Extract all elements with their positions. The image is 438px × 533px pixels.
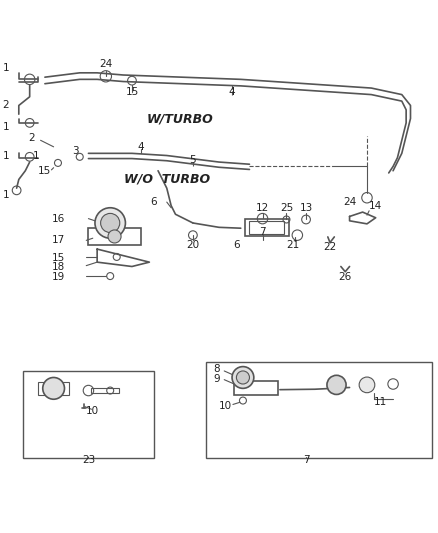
Bar — [206, 362, 432, 458]
Text: 1: 1 — [3, 150, 9, 160]
Text: 10: 10 — [219, 401, 232, 411]
Circle shape — [359, 377, 375, 393]
Text: 6: 6 — [233, 240, 240, 250]
Text: W/O  TURBO: W/O TURBO — [124, 173, 210, 186]
Circle shape — [95, 208, 125, 238]
Text: 7: 7 — [259, 227, 266, 237]
Bar — [88, 228, 141, 245]
Bar — [245, 219, 289, 236]
Text: 18: 18 — [51, 262, 64, 272]
Text: 2: 2 — [28, 133, 35, 143]
Circle shape — [108, 230, 121, 243]
Text: 2: 2 — [3, 100, 9, 110]
Bar — [91, 389, 119, 393]
Text: 10: 10 — [86, 407, 99, 416]
Text: 7: 7 — [303, 455, 309, 465]
Text: 20: 20 — [186, 240, 199, 250]
Text: 6: 6 — [150, 197, 157, 207]
Text: 8: 8 — [213, 364, 220, 374]
Text: 5: 5 — [190, 155, 196, 165]
Circle shape — [327, 375, 346, 394]
Circle shape — [237, 371, 250, 384]
Text: 24: 24 — [343, 197, 356, 207]
Text: W/TURBO: W/TURBO — [146, 112, 213, 125]
Text: 24: 24 — [99, 59, 113, 69]
Text: 11: 11 — [374, 397, 387, 407]
Text: 1: 1 — [3, 63, 9, 74]
Circle shape — [43, 377, 64, 399]
Bar — [23, 371, 154, 458]
Text: 4: 4 — [229, 87, 235, 98]
Text: 1: 1 — [33, 150, 39, 160]
Text: 12: 12 — [256, 203, 269, 213]
Bar — [39, 382, 69, 395]
Text: 13: 13 — [300, 203, 313, 213]
Text: 14: 14 — [369, 201, 382, 212]
Text: 1: 1 — [3, 122, 9, 132]
Text: 23: 23 — [82, 455, 95, 465]
Text: 22: 22 — [323, 242, 337, 252]
Bar — [234, 381, 278, 395]
Text: 19: 19 — [51, 272, 64, 282]
Bar — [250, 221, 284, 234]
Text: 15: 15 — [38, 166, 52, 176]
Text: 21: 21 — [286, 240, 300, 250]
Text: 25: 25 — [280, 203, 293, 213]
Circle shape — [101, 213, 120, 232]
Text: 15: 15 — [51, 253, 64, 263]
Text: 16: 16 — [51, 214, 64, 224]
Text: 1: 1 — [3, 190, 9, 200]
Text: 3: 3 — [72, 146, 79, 156]
Text: 26: 26 — [339, 271, 352, 281]
Text: 17: 17 — [51, 236, 64, 245]
Text: 15: 15 — [125, 87, 138, 98]
Text: 4: 4 — [138, 142, 144, 152]
Circle shape — [232, 367, 254, 389]
Text: 9: 9 — [213, 374, 220, 384]
